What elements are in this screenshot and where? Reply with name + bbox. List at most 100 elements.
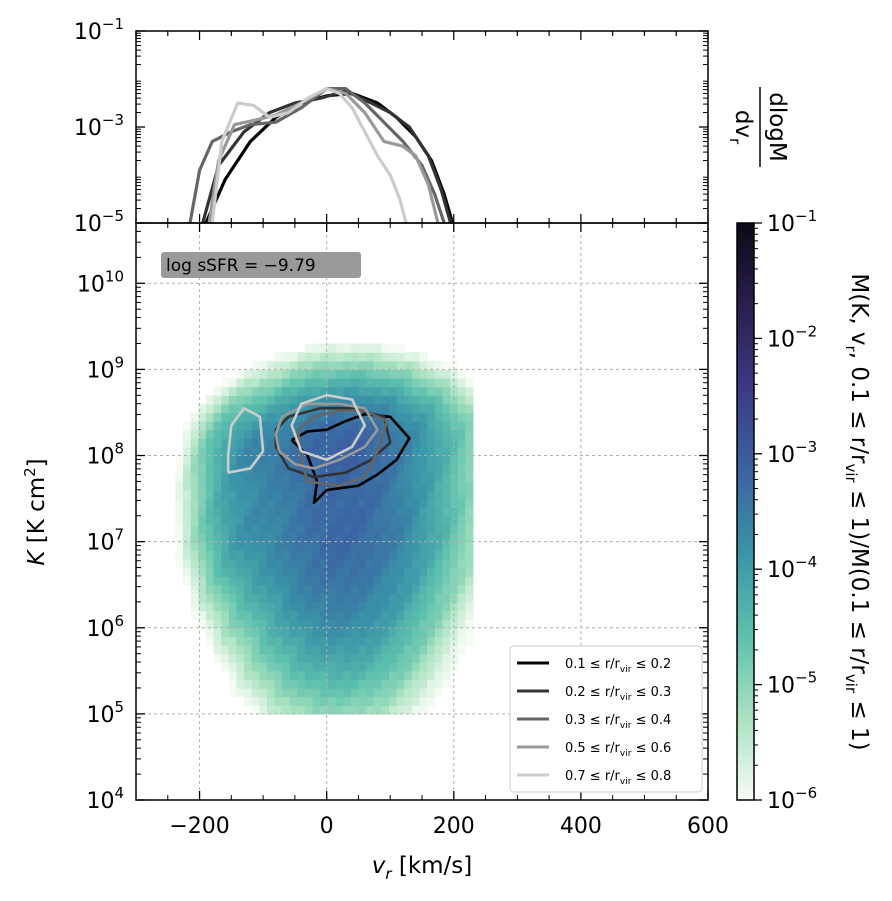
colorbar-tick-label: 10−5: [767, 669, 817, 699]
heatmap-cell: [320, 567, 329, 577]
heatmap-cell: [457, 627, 466, 637]
heatmap-cell: [327, 653, 337, 663]
heatmap-cell: [396, 395, 405, 405]
heatmap-cell: [221, 567, 230, 577]
heatmap-cell: [343, 455, 352, 465]
heatmap-cell: [274, 558, 283, 569]
heatmap-cell: [396, 360, 405, 370]
heatmap-cell: [343, 352, 352, 362]
heatmap-cell: [373, 541, 382, 551]
heatmap-cell: [335, 533, 344, 543]
heatmap-cell: [228, 593, 237, 603]
heatmap-cell: [404, 636, 413, 646]
heatmap-cell: [373, 696, 382, 706]
heatmap-cell: [404, 412, 413, 422]
heatmap-cell: [343, 369, 352, 379]
heatmap-cell: [350, 360, 359, 370]
heatmap-cell: [221, 619, 230, 629]
heatmap-cell: [358, 576, 367, 586]
heatmap-cell: [190, 584, 199, 594]
heatmap-cell: [289, 584, 298, 594]
heatmap-cell: [213, 576, 222, 586]
heatmap-cell: [320, 584, 329, 594]
heatmap-cell: [427, 378, 436, 388]
heatmap-cell: [205, 515, 215, 525]
heatmap-cell: [305, 533, 314, 543]
heatmap-cell: [450, 481, 459, 491]
heatmap-cell: [282, 567, 291, 577]
main-xtick-label: 0: [320, 814, 334, 839]
heatmap-cell: [213, 550, 222, 560]
heatmap-cell: [404, 507, 413, 517]
heatmap-cell: [404, 584, 413, 594]
heatmap-cell: [457, 490, 466, 500]
heatmap-cell: [266, 679, 276, 689]
heatmap-cell: [190, 601, 199, 612]
heatmap-cell: [282, 533, 291, 543]
heatmap-cell: [236, 369, 245, 379]
heatmap-cell: [434, 550, 443, 560]
heatmap-cell: [228, 653, 237, 663]
heatmap-cell: [373, 472, 382, 482]
heatmap-cell: [442, 507, 451, 517]
heatmap-cell: [259, 645, 268, 655]
heatmap-cell: [465, 576, 474, 586]
heatmap-cell: [404, 645, 413, 655]
heatmap-cell: [236, 429, 245, 439]
heatmap-cell: [366, 481, 375, 491]
colorbar-label-sub3: vir: [842, 674, 860, 694]
heatmap-cell: [434, 395, 443, 405]
heatmap-cell: [198, 421, 207, 431]
heatmap-cell: [251, 627, 260, 637]
heatmap-cell: [381, 386, 390, 396]
heatmap-cell: [434, 567, 443, 577]
heatmap-cell: [396, 679, 405, 689]
heatmap-cell: [266, 481, 276, 491]
main-ytick-label: 104: [86, 784, 124, 814]
heatmap-cell: [434, 378, 443, 388]
heatmap-cell: [183, 446, 192, 457]
heatmap-cell: [343, 653, 352, 663]
heatmap-cell: [358, 490, 367, 500]
heatmap-cell: [427, 619, 436, 629]
heatmap-cell: [327, 696, 337, 706]
heatmap-cell: [358, 429, 367, 439]
heatmap-cell: [465, 403, 474, 414]
heatmap-cell: [198, 507, 207, 517]
heatmap-cell: [213, 386, 222, 396]
heatmap-cell: [259, 378, 268, 388]
heatmap-cell: [411, 645, 420, 655]
heatmap-cell: [419, 507, 428, 517]
heatmap-cell: [289, 576, 298, 586]
heatmap-cell: [320, 481, 329, 491]
heatmap-cell: [327, 662, 337, 672]
heatmap-cell: [465, 498, 474, 508]
heatmap-cell: [312, 421, 321, 431]
heatmap-cell: [213, 524, 222, 534]
heatmap-cell: [366, 386, 375, 396]
heatmap-cell: [419, 438, 428, 448]
heatmap-cell: [228, 438, 237, 448]
heatmap-cell: [343, 429, 352, 439]
heatmap-cell: [411, 481, 420, 491]
heatmap-cell: [327, 490, 337, 500]
heatmap-cell: [259, 705, 268, 715]
heatmap-cell: [457, 403, 466, 414]
heatmap-cell: [465, 558, 474, 569]
heatmap-cell: [244, 670, 253, 680]
heatmap-cell: [274, 507, 283, 517]
heatmap-cell: [282, 645, 291, 655]
heatmap-cell: [404, 352, 413, 362]
heatmap-cell: [442, 438, 451, 448]
heatmap-cell: [434, 369, 443, 379]
heatmap-cell: [183, 490, 192, 500]
heatmap-cell: [404, 386, 413, 396]
heatmap-cell: [396, 524, 405, 534]
heatmap-cell: [327, 679, 337, 689]
heatmap-cell: [289, 610, 298, 620]
heatmap-cell: [366, 645, 375, 655]
heatmap-cell: [335, 524, 344, 534]
heatmap-cell: [434, 645, 443, 655]
heatmap-cell: [442, 679, 451, 689]
heatmap-cell: [404, 490, 413, 500]
